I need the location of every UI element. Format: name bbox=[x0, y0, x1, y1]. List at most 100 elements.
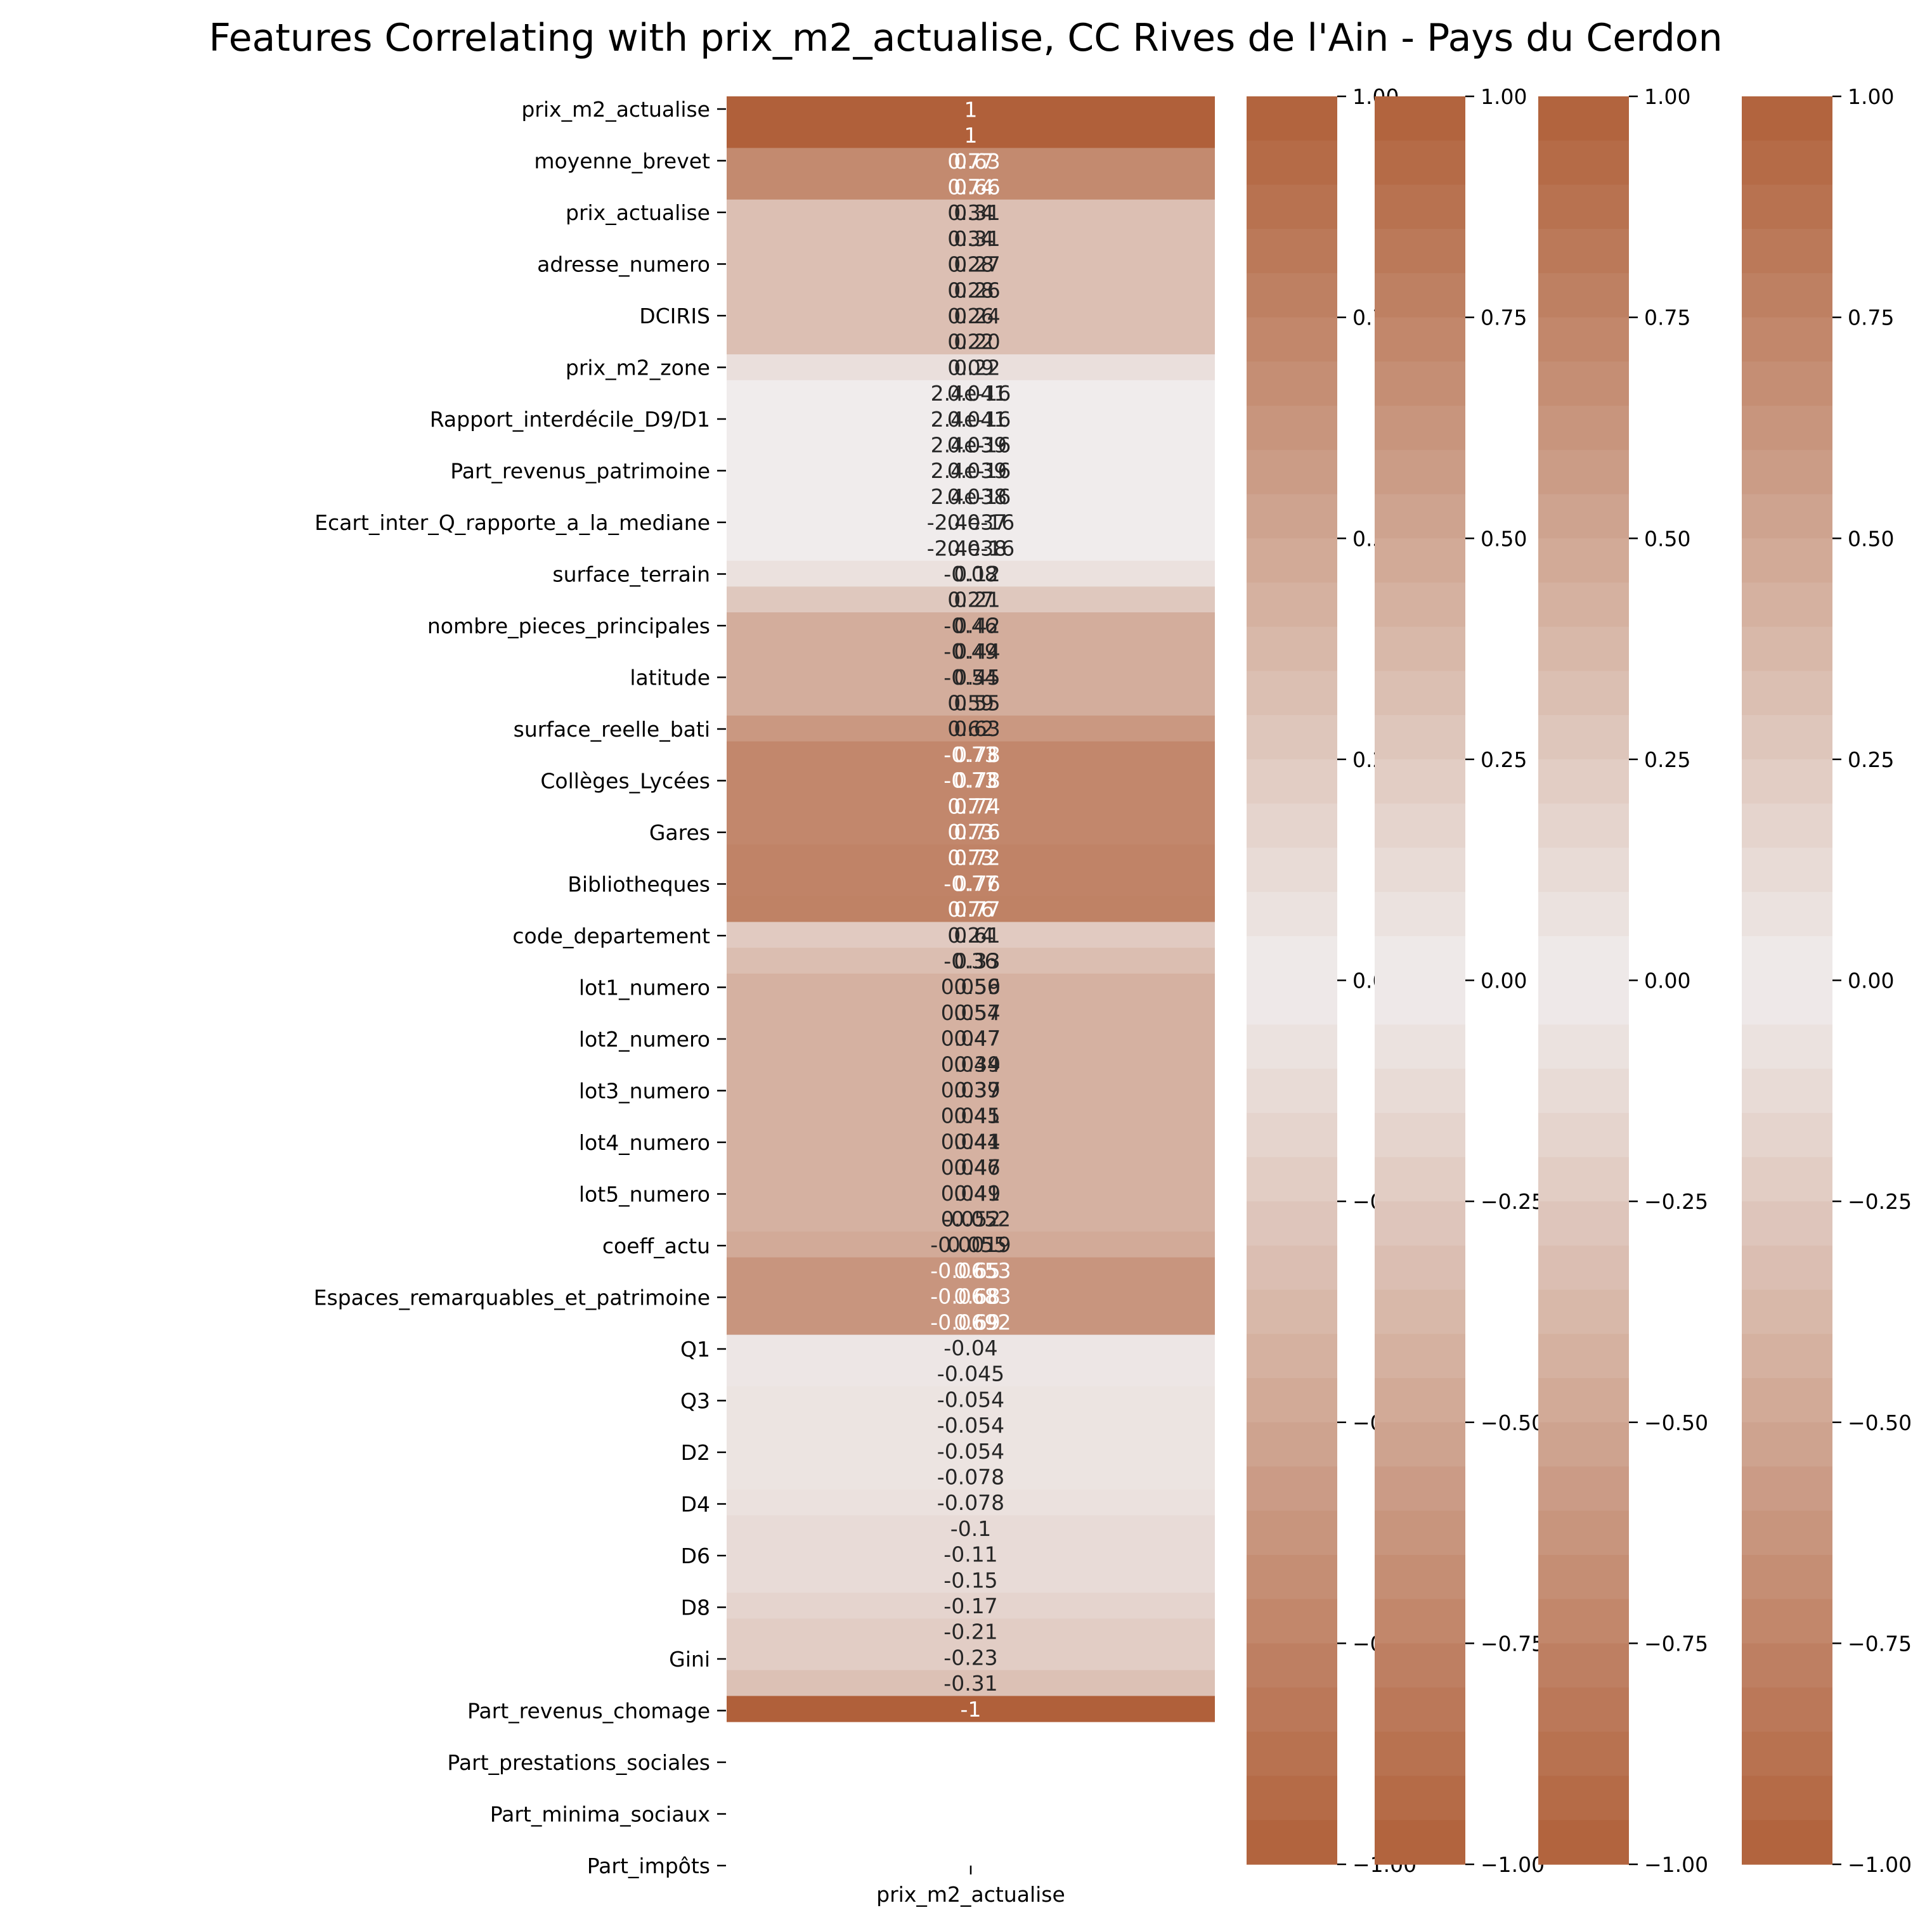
cell-annotation: -0.054 bbox=[937, 1387, 1004, 1412]
colorbar-band bbox=[1247, 1157, 1337, 1202]
colorbar-band bbox=[1538, 184, 1629, 229]
colorbar-band bbox=[1375, 582, 1465, 628]
y-tick-label: surface_reelle_bati bbox=[514, 717, 710, 742]
colorbar-band bbox=[1375, 1289, 1465, 1334]
colorbar-band bbox=[1538, 1157, 1629, 1202]
colorbar-band bbox=[1538, 1113, 1629, 1158]
colorbar-band bbox=[1375, 140, 1465, 186]
colorbar-tick-label: −0.25 bbox=[1848, 1189, 1912, 1214]
colorbar-band bbox=[1247, 1024, 1337, 1069]
colorbar-band bbox=[1538, 1024, 1629, 1069]
colorbar-tick-label: 1.00 bbox=[1481, 84, 1527, 109]
cell-annotation: 1 bbox=[964, 123, 978, 148]
colorbar-band bbox=[1375, 184, 1465, 229]
colorbar-band bbox=[1538, 582, 1629, 628]
cell-annotation: 0.45 bbox=[954, 1104, 1000, 1128]
colorbar-band bbox=[1247, 936, 1337, 981]
colorbar-band bbox=[1375, 671, 1465, 716]
cell-annotation: 0.052 bbox=[941, 1206, 1001, 1231]
cell-annotation: 0.24 bbox=[954, 304, 1000, 328]
cell-annotation: 0.31 bbox=[954, 226, 1000, 251]
colorbar-band bbox=[1742, 1776, 1832, 1821]
colorbar-band bbox=[1247, 273, 1337, 318]
colorbar-band bbox=[1247, 1776, 1337, 1821]
colorbar-band bbox=[1742, 96, 1832, 141]
cell-annotation: 0.041 bbox=[947, 381, 1007, 406]
colorbar-band bbox=[1538, 229, 1629, 274]
colorbar-band bbox=[1375, 1245, 1465, 1291]
cell-annotation: 0.039 bbox=[941, 1052, 1001, 1076]
cell-annotation: 2.4e-16 bbox=[931, 407, 1011, 432]
y-tick-label: Collèges_Lycées bbox=[540, 769, 710, 794]
colorbar-band bbox=[1538, 538, 1629, 583]
colorbar-band bbox=[1247, 1289, 1337, 1334]
cell-annotation: 0.31 bbox=[954, 200, 1000, 225]
colorbar-band bbox=[1742, 1599, 1832, 1644]
colorbar-band bbox=[1538, 1068, 1629, 1114]
y-tick-label: coeff_actu bbox=[602, 1234, 710, 1258]
colorbar-band bbox=[1538, 1245, 1629, 1291]
colorbar-band bbox=[1375, 1024, 1465, 1069]
colorbar-band bbox=[1247, 317, 1337, 362]
colorbar-band bbox=[1247, 759, 1337, 804]
y-tick-label: code_departement bbox=[512, 924, 710, 948]
cell-annotation: 0.12 bbox=[954, 562, 1000, 586]
colorbar-band bbox=[1538, 273, 1629, 318]
y-tick-label: Ecart_inter_Q_rapporte_a_la_mediane bbox=[314, 510, 710, 535]
colorbar-band bbox=[1742, 538, 1832, 583]
heatmap-cell-block-3 bbox=[727, 354, 1215, 381]
cell-annotation: 0.77 bbox=[954, 897, 1000, 922]
colorbar-tick-label: 0.25 bbox=[1481, 747, 1527, 772]
x-tick-label: prix_m2_actualise bbox=[876, 1882, 1065, 1907]
heatmap-annotations: 110.770.630.740.660.340.310.340.310.280.… bbox=[927, 97, 1015, 1721]
colorbar-4: 1.00 0.75 0.50 0.25 0.00 −0.25 −0.50 −0.75 −1.00 bbox=[1742, 84, 1912, 1877]
cell-annotation: -1 bbox=[961, 1697, 982, 1722]
cell-annotation: 0.039 bbox=[947, 432, 1007, 457]
colorbar-band bbox=[1375, 96, 1465, 141]
colorbar-tick-label: 0.00 bbox=[1644, 969, 1690, 993]
y-tick-label: Q1 bbox=[680, 1337, 710, 1362]
colorbar-band bbox=[1247, 671, 1337, 716]
cell-annotation: 0.55 bbox=[954, 690, 1000, 715]
heatmap-cell-block-20 bbox=[727, 1515, 1215, 1594]
colorbar-band bbox=[1247, 1511, 1337, 1556]
colorbar-band bbox=[1538, 1422, 1629, 1467]
colorbar-band bbox=[1247, 1113, 1337, 1158]
heatmap-cell-block-15 bbox=[727, 1231, 1215, 1258]
colorbar-band bbox=[1742, 1201, 1832, 1246]
colorbar-band bbox=[1375, 494, 1465, 539]
cell-annotation: -0.46 bbox=[943, 613, 997, 638]
heatmap-cell-block-19 bbox=[727, 1489, 1215, 1516]
y-tick-label: Espaces_remarquables_et_patrimoine bbox=[314, 1286, 710, 1310]
cell-annotation: 0.44 bbox=[954, 1129, 1000, 1154]
heatmap-cell-block-8 bbox=[727, 715, 1215, 742]
colorbar-tick-label: −1.00 bbox=[1481, 1852, 1545, 1877]
cell-annotation: 0.057 bbox=[941, 1000, 1001, 1025]
cell-annotation: 0.77 bbox=[947, 794, 994, 818]
colorbar-band bbox=[1742, 494, 1832, 539]
cell-annotation: -0.73 bbox=[943, 768, 997, 793]
colorbar-band bbox=[1247, 1554, 1337, 1600]
cell-annotation: -2.4e-16 bbox=[927, 536, 1015, 560]
colorbar-band bbox=[1742, 759, 1832, 804]
colorbar-band bbox=[1538, 1289, 1629, 1334]
colorbar-band bbox=[1247, 1731, 1337, 1777]
cell-annotation: -0.11 bbox=[943, 1542, 997, 1567]
y-tick-label: Gini bbox=[669, 1647, 710, 1672]
cell-annotation: -0.1 bbox=[950, 1516, 991, 1541]
cell-annotation: -0.08 bbox=[943, 562, 997, 586]
cell-annotation: -0.23 bbox=[943, 1645, 997, 1670]
cell-annotation: 0.059 bbox=[941, 974, 1001, 999]
colorbar-band bbox=[1247, 538, 1337, 583]
colorbar-band bbox=[1375, 892, 1465, 937]
colorbar-band bbox=[1742, 1820, 1832, 1865]
cell-annotation: -0.21 bbox=[943, 1620, 997, 1644]
y-tick-label: lot1_numero bbox=[579, 976, 710, 1000]
colorbar-band bbox=[1375, 1599, 1465, 1644]
colorbar-band bbox=[1247, 582, 1337, 628]
colorbar-band bbox=[1742, 1113, 1832, 1158]
cell-annotation: -0.04 bbox=[943, 1336, 997, 1360]
cell-annotation: 0.039 bbox=[947, 458, 1007, 483]
cell-annotation: -0.36 bbox=[943, 948, 997, 973]
y-tick-label: Part_minima_sociaux bbox=[490, 1802, 710, 1827]
